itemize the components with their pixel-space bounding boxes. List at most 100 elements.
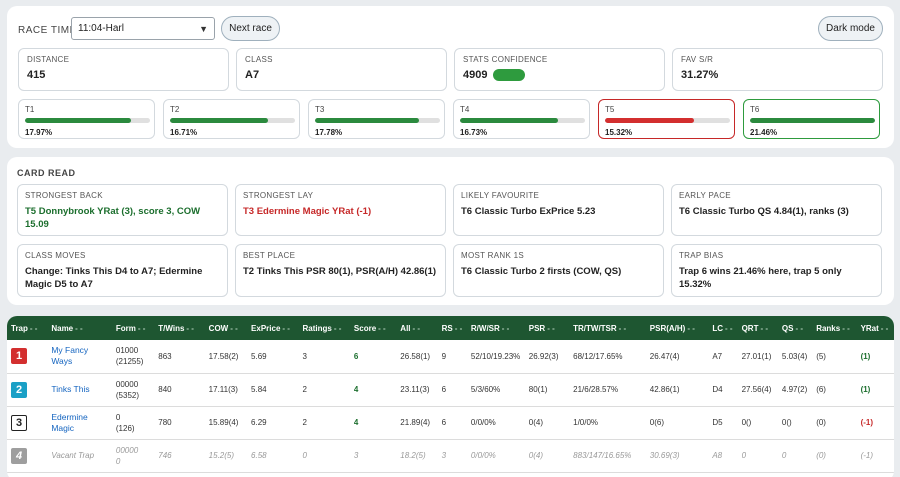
sort-icon: - - [842, 323, 850, 333]
trap-progress-bar [315, 118, 440, 123]
race-time-value: 11:04-Harl [78, 23, 124, 34]
read-text: T6 Classic Turbo ExPrice 5.23 [461, 206, 596, 217]
stat-fav-sr: FAV S/R 31.27% [672, 48, 883, 91]
cell-score: 4 [349, 406, 397, 440]
stat-value: 4909 [463, 69, 488, 81]
read-likely-favourite: LIKELY FAVOURITE T6 Classic Turbo ExPric… [453, 184, 664, 236]
cell-ranks: (0) [812, 406, 857, 440]
column-header-tr-tw-tsr[interactable]: TR/TW/TSR - - [569, 316, 646, 340]
column-header-yrat[interactable]: YRat - - [857, 316, 894, 340]
column-header-lc[interactable]: LC - - [708, 316, 737, 340]
table-row: 3 Edermine Magic 0 (126) 780 15.89(4) 6.29 2 4 21… [7, 406, 894, 440]
column-header-psr[interactable]: PSR - - [525, 316, 569, 340]
column-header-r-w-sr[interactable]: R/W/SR - - [467, 316, 525, 340]
sort-icon: - - [137, 323, 146, 333]
column-header-name[interactable]: Name - - [47, 316, 112, 340]
cell-form: 00000 (5352) [111, 373, 155, 407]
cell-ranks: (6) [812, 373, 857, 407]
column-header-all[interactable]: All - - [396, 316, 437, 340]
trap-percent: 17.78% [315, 128, 343, 137]
form-recent: 01000 [115, 346, 139, 356]
cell-ratings: 2 [298, 373, 350, 407]
column-header-label: ExPrice [251, 323, 281, 333]
cell-form: 01000 (21255) [111, 340, 155, 374]
trap-badge-icon: 1 [11, 348, 27, 365]
cell-exprice: 6.29 [247, 406, 299, 440]
column-header-cow[interactable]: COW - - [205, 316, 247, 340]
column-header-label: RS [441, 323, 453, 333]
card-read-panel: CARD READ STRONGEST BACK T5 Donnybrook Y… [7, 157, 894, 305]
trap-label: T5 [605, 105, 615, 114]
cell-trtwtsr: 883/147/16.65% [569, 439, 646, 473]
read-label: LIKELY FAVOURITE [461, 191, 540, 200]
cell-name: Tinks This [47, 373, 112, 407]
cell-cow: 17.11(3) [204, 373, 248, 407]
cell-cow: 17.58(2) [204, 340, 248, 374]
trap-label: T6 [750, 105, 760, 114]
cell-rs: 3 [437, 439, 467, 473]
read-class-moves: CLASS MOVES Change: Tinks This D4 to A7;… [17, 244, 228, 297]
column-header-psr-a-h-[interactable]: PSR(A/H) - - [646, 316, 709, 340]
cell-exprice: 5.69 [247, 340, 299, 374]
column-header-t-wins[interactable]: T/Wins - - [154, 316, 204, 340]
read-early-pace: EARLY PACE T6 Classic Turbo QS 4.84(1), … [671, 184, 882, 236]
cell-yrat: (1) [856, 373, 894, 407]
trap-stat-t3: T3 17.78% [308, 99, 445, 139]
sort-icon: - - [880, 323, 889, 333]
dog-name-link[interactable]: Edermine Magic [51, 411, 88, 433]
trap-label: T2 [170, 105, 180, 114]
table-row: 2 Tinks This 00000 (5352) 840 17.11(3) 5.84 2 4 2… [7, 373, 894, 407]
cell-qrt: 0 [737, 439, 778, 473]
column-header-score[interactable]: Score - - [350, 316, 396, 340]
column-header-label: All [400, 323, 411, 333]
column-header-ranks[interactable]: Ranks - - [812, 316, 856, 340]
cell-ratings: 3 [298, 340, 350, 374]
stat-value-wrap: 4909 [463, 69, 656, 81]
form-recent: 00000 [115, 445, 139, 455]
cell-trap: 2 [7, 373, 48, 407]
cell-psr: 26.92(3) [524, 340, 570, 374]
column-header-ratings[interactable]: Ratings - - [298, 316, 349, 340]
race-time-select[interactable]: 11:04-Harl ▼ [71, 17, 215, 40]
read-label: STRONGEST BACK [25, 191, 103, 200]
trap-badge-icon: 3 [11, 414, 27, 431]
next-race-button[interactable]: Next race [221, 16, 280, 41]
cell-rs: 9 [437, 340, 467, 374]
dark-mode-button[interactable]: Dark mode [818, 16, 883, 41]
column-header-exprice[interactable]: ExPrice - - [247, 316, 298, 340]
column-header-form[interactable]: Form - - [112, 316, 154, 340]
dog-name-link[interactable]: My Fancy Ways [51, 345, 89, 367]
vacant-label: Vacant Trap [51, 451, 95, 460]
read-label: STRONGEST LAY [243, 191, 314, 200]
cell-score: 3 [349, 439, 397, 473]
cell-all: 23.11(3) [396, 373, 438, 407]
trap-progress-bar [170, 118, 295, 123]
cell-lc: D5 [708, 406, 738, 440]
cell-all: 18.2(5) [396, 439, 438, 473]
sort-icon: - - [687, 323, 695, 333]
dog-name-link[interactable]: Tinks This [51, 384, 90, 394]
stat-label: DISTANCE [27, 55, 70, 64]
column-header-label: Ranks [816, 323, 841, 333]
cell-trap: 1 [7, 340, 48, 374]
column-header-qs[interactable]: QS - - [778, 316, 812, 340]
form-history: (126) [115, 423, 135, 433]
read-label: EARLY PACE [679, 191, 731, 200]
column-header-label: Score [353, 323, 377, 333]
cell-score: 4 [349, 373, 397, 407]
trap-progress-bar [605, 118, 730, 123]
cell-ratings: 2 [298, 406, 350, 440]
read-text: T5 Donnybrook YRat (3), score 3, COW 15.… [25, 206, 201, 230]
sort-icon: - - [378, 323, 386, 333]
trap-progress-fill [170, 118, 268, 123]
trap-badge-icon: 4 [11, 447, 27, 464]
cell-psr: 0(4) [524, 406, 570, 440]
read-text: T6 Classic Turbo 2 firsts (COW, QS) [461, 266, 622, 277]
column-header-trap[interactable]: Trap - - [7, 316, 47, 340]
trap-progress-fill [460, 118, 558, 123]
column-header-qrt[interactable]: QRT - - [738, 316, 778, 340]
cell-name: Vacant Trap [47, 439, 112, 473]
read-best-place: BEST PLACE T2 Tinks This PSR 80(1), PSR(… [235, 244, 446, 297]
sort-icon: - - [282, 323, 290, 333]
column-header-rs[interactable]: RS - - [438, 316, 467, 340]
